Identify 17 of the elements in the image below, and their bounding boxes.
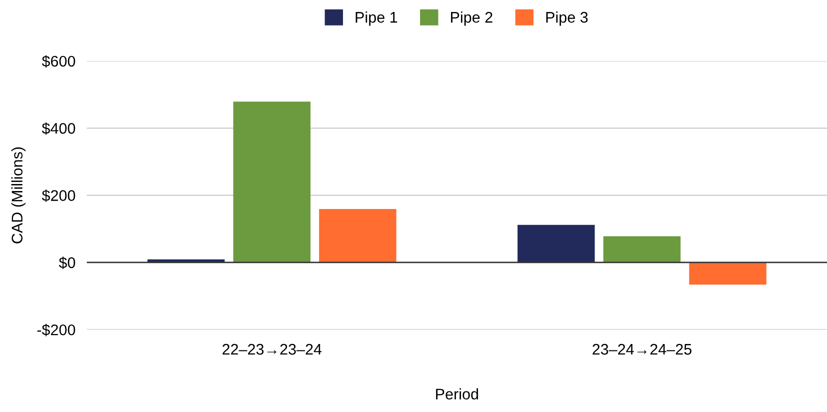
y-axis-title: CAD (Millions) (11, 147, 26, 244)
x-axis-title: Period (436, 388, 478, 400)
y-tick-label: $200 (42, 190, 76, 202)
bar (518, 224, 595, 262)
y-tick-label: -$200 (37, 324, 76, 336)
bar (689, 262, 766, 285)
legend-label: Pipe 1 (356, 11, 398, 26)
x-tick-label: 22–23→23–24 (222, 344, 322, 355)
y-tick-label: $0 (58, 256, 76, 270)
bar (319, 209, 396, 262)
y-tick-label: $400 (42, 122, 76, 135)
y-tick-label: $600 (42, 55, 76, 68)
bar (233, 102, 310, 262)
x-tick-label: 23–24→24–25 (592, 344, 692, 355)
legend-label: Pipe 3 (546, 11, 588, 26)
legend-label: Pipe 2 (451, 11, 492, 26)
bar (603, 236, 681, 262)
